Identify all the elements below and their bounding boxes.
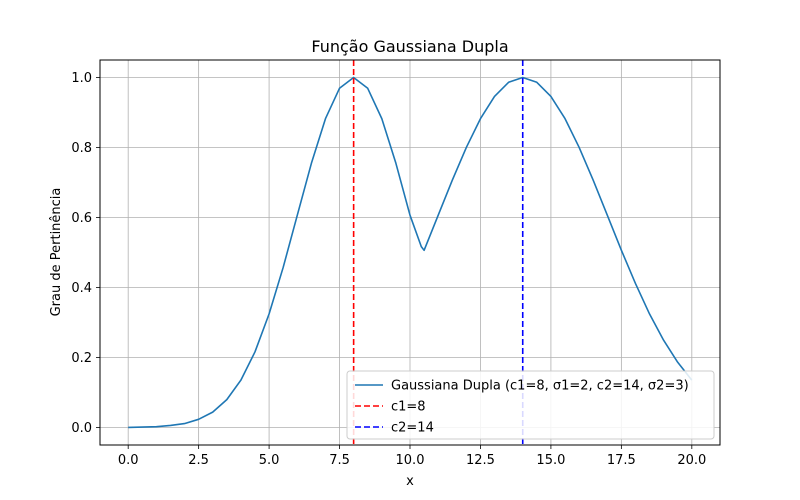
axis-ticks: 0.0 2.5 5.0 7.5 10.0 12.5 15.0 17.5 20.0 0.0 0.2 0.… xyxy=(71,71,706,468)
x-tick-label: 0.0 xyxy=(118,453,139,468)
x-tick-label: 10.0 xyxy=(396,453,425,468)
y-axis-label: Grau de Pertinência xyxy=(49,188,64,317)
x-tick-label: 20.0 xyxy=(677,453,706,468)
chart-title: Função Gaussiana Dupla xyxy=(311,37,508,56)
x-tick-label: 7.5 xyxy=(329,453,350,468)
legend-label-2: c2=14 xyxy=(391,421,434,436)
x-tick-label: 15.0 xyxy=(536,453,565,468)
x-tick-label: 2.5 xyxy=(188,453,209,468)
x-tick-label: 17.5 xyxy=(607,453,636,468)
y-tick-label: 1.0 xyxy=(71,71,92,86)
y-tick-label: 0.8 xyxy=(71,141,92,156)
x-tick-label: 5.0 xyxy=(259,453,280,468)
legend-box xyxy=(346,370,715,440)
y-tick-label: 0.2 xyxy=(71,351,92,366)
x-axis-label: x xyxy=(406,474,414,489)
legend: Gaussiana Dupla (c1=8, σ1=2, c2=14, σ2=3… xyxy=(346,370,715,440)
y-tick-label: 0.0 xyxy=(71,421,92,436)
series-line-0 xyxy=(128,76,693,429)
legend-label-0: Gaussiana Dupla (c1=8, σ1=2, c2=14, σ2=3… xyxy=(391,379,689,394)
x-tick-label: 12.5 xyxy=(466,453,495,468)
y-tick-label: 0.4 xyxy=(71,281,92,296)
y-tick-label: 0.6 xyxy=(71,211,92,226)
legend-label-1: c1=8 xyxy=(391,400,426,415)
